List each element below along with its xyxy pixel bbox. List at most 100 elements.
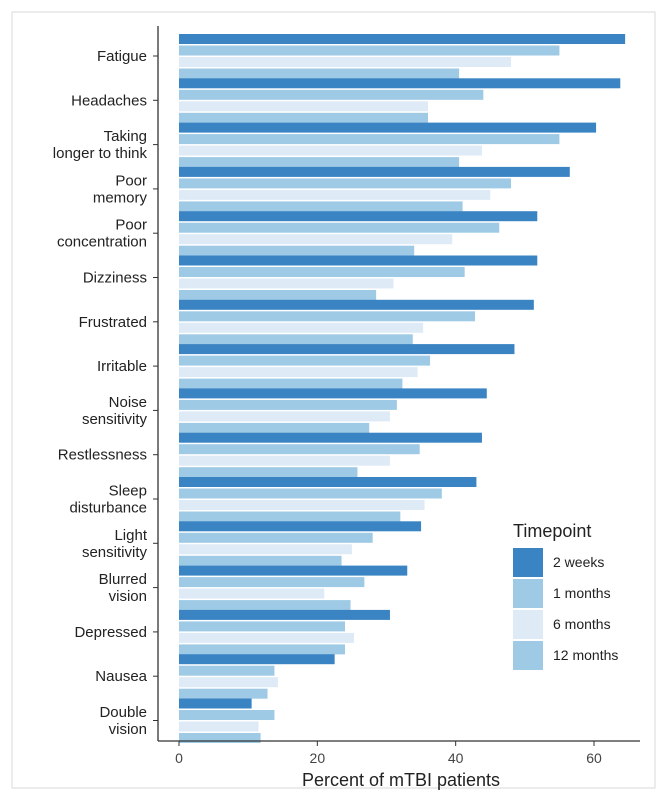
bar-12-4 [179,555,342,566]
bar-16-1 [179,698,252,709]
bar-2-1 [179,78,621,89]
category-label-4: Poor memory [93,172,148,206]
category-label-line: Sleep [109,483,147,500]
bar-5-3 [179,234,453,245]
category-label-line: Dizziness [83,270,147,287]
bar-15-3 [179,677,278,688]
x-axis: 0 20 40 60 [157,26,640,766]
category-label-line: Depressed [74,624,147,641]
bar-5-1 [179,211,538,222]
category-label-line: longer to think [53,145,148,162]
category-label-7: Frustrated [79,314,147,331]
bar-6-1 [179,255,538,266]
category-labels: Fatigue Headaches Taking longer to think Poo… [53,48,158,738]
category-label-line: Nausea [95,668,147,685]
bar-9-3 [179,411,390,422]
bar-1-2 [179,45,560,56]
legend-swatch-4 [513,641,543,670]
bar-13-1 [179,565,408,576]
bar-4-2 [179,178,511,189]
bar-6-3 [179,278,394,289]
bar-2-2 [179,89,484,100]
category-label-line: sensitivity [82,411,148,428]
bar-16-2 [179,710,275,720]
legend-label-4: 12 months [553,647,618,663]
legend-swatch-2 [513,579,543,608]
bar-11-4 [179,511,401,522]
legend-swatch-1 [513,548,543,577]
bar-6-4 [179,290,377,300]
bar-5-4 [179,245,415,256]
legend-swatch-3 [513,610,543,639]
bar-14-4 [179,644,345,655]
bar-3-3 [179,145,482,156]
bar-9-2 [179,399,397,410]
category-label-9: Noise sensitivity [82,394,148,428]
bar-9-4 [179,422,370,433]
category-label-line: Double [99,704,147,721]
bar-9-1 [179,388,487,399]
category-label-line: Restlessness [58,447,147,464]
category-label-line: Taking [104,128,147,145]
bar-4-4 [179,201,463,212]
bar-10-4 [179,467,358,478]
chart-frame [11,11,656,789]
bar-4-1 [179,166,570,177]
bar-7-3 [179,322,424,333]
bar-3-4 [179,157,460,168]
bar-4-3 [179,189,491,200]
bar-12-1 [179,521,422,532]
category-label-10: Restlessness [58,447,147,464]
bar-14-2 [179,621,345,632]
legend-label-2: 1 months [553,585,611,601]
bars-layer [179,34,626,743]
bar-2-3 [179,101,428,112]
bar-3-2 [179,134,560,145]
category-label-3: Taking longer to think [53,128,148,162]
category-label-6: Dizziness [83,270,147,287]
bar-1-3 [179,57,511,67]
bar-13-2 [179,577,365,588]
category-label-line: disturbance [69,500,147,517]
category-label-16: Double vision [99,704,147,738]
bar-15-1 [179,654,335,665]
bar-1-4 [179,68,460,79]
x-axis-title: Percent of mTBI patients [302,770,500,790]
category-label-line: concentration [57,234,147,251]
category-label-15: Nausea [95,668,147,685]
category-label-12: Light sensitivity [82,527,148,561]
category-label-8: Irritable [97,358,147,375]
category-label-line: Frustrated [79,314,147,331]
category-label-line: Irritable [97,358,147,375]
category-label-line: Headaches [71,92,147,109]
category-label-line: Noise [109,394,147,411]
bar-13-4 [179,600,351,611]
category-label-13: Blurred vision [99,571,147,605]
bar-15-2 [179,665,275,676]
bar-11-3 [179,500,425,510]
bar-10-2 [179,444,420,455]
x-tick-label-0: 0 [175,750,183,766]
bar-2-4 [179,112,428,123]
bar-6-2 [179,267,465,277]
bar-8-1 [179,344,515,355]
x-tick-label-40: 40 [448,750,464,766]
category-label-line: vision [109,721,147,738]
bar-11-1 [179,477,477,487]
category-label-2: Headaches [71,92,147,109]
category-label-line: sensitivity [82,544,148,561]
bar-10-1 [179,432,482,443]
bar-1-1 [179,34,626,44]
bar-8-3 [179,367,418,378]
bar-11-2 [179,488,442,499]
category-label-line: Fatigue [97,48,147,65]
bar-13-3 [179,588,325,599]
legend-label-3: 6 months [553,616,611,632]
category-label-1: Fatigue [97,48,147,65]
bar-16-4 [179,733,261,743]
category-label-line: memory [93,189,148,206]
category-label-5: Poor concentration [57,217,147,251]
legend-label-1: 2 weeks [553,554,604,570]
bar-12-3 [179,544,352,555]
